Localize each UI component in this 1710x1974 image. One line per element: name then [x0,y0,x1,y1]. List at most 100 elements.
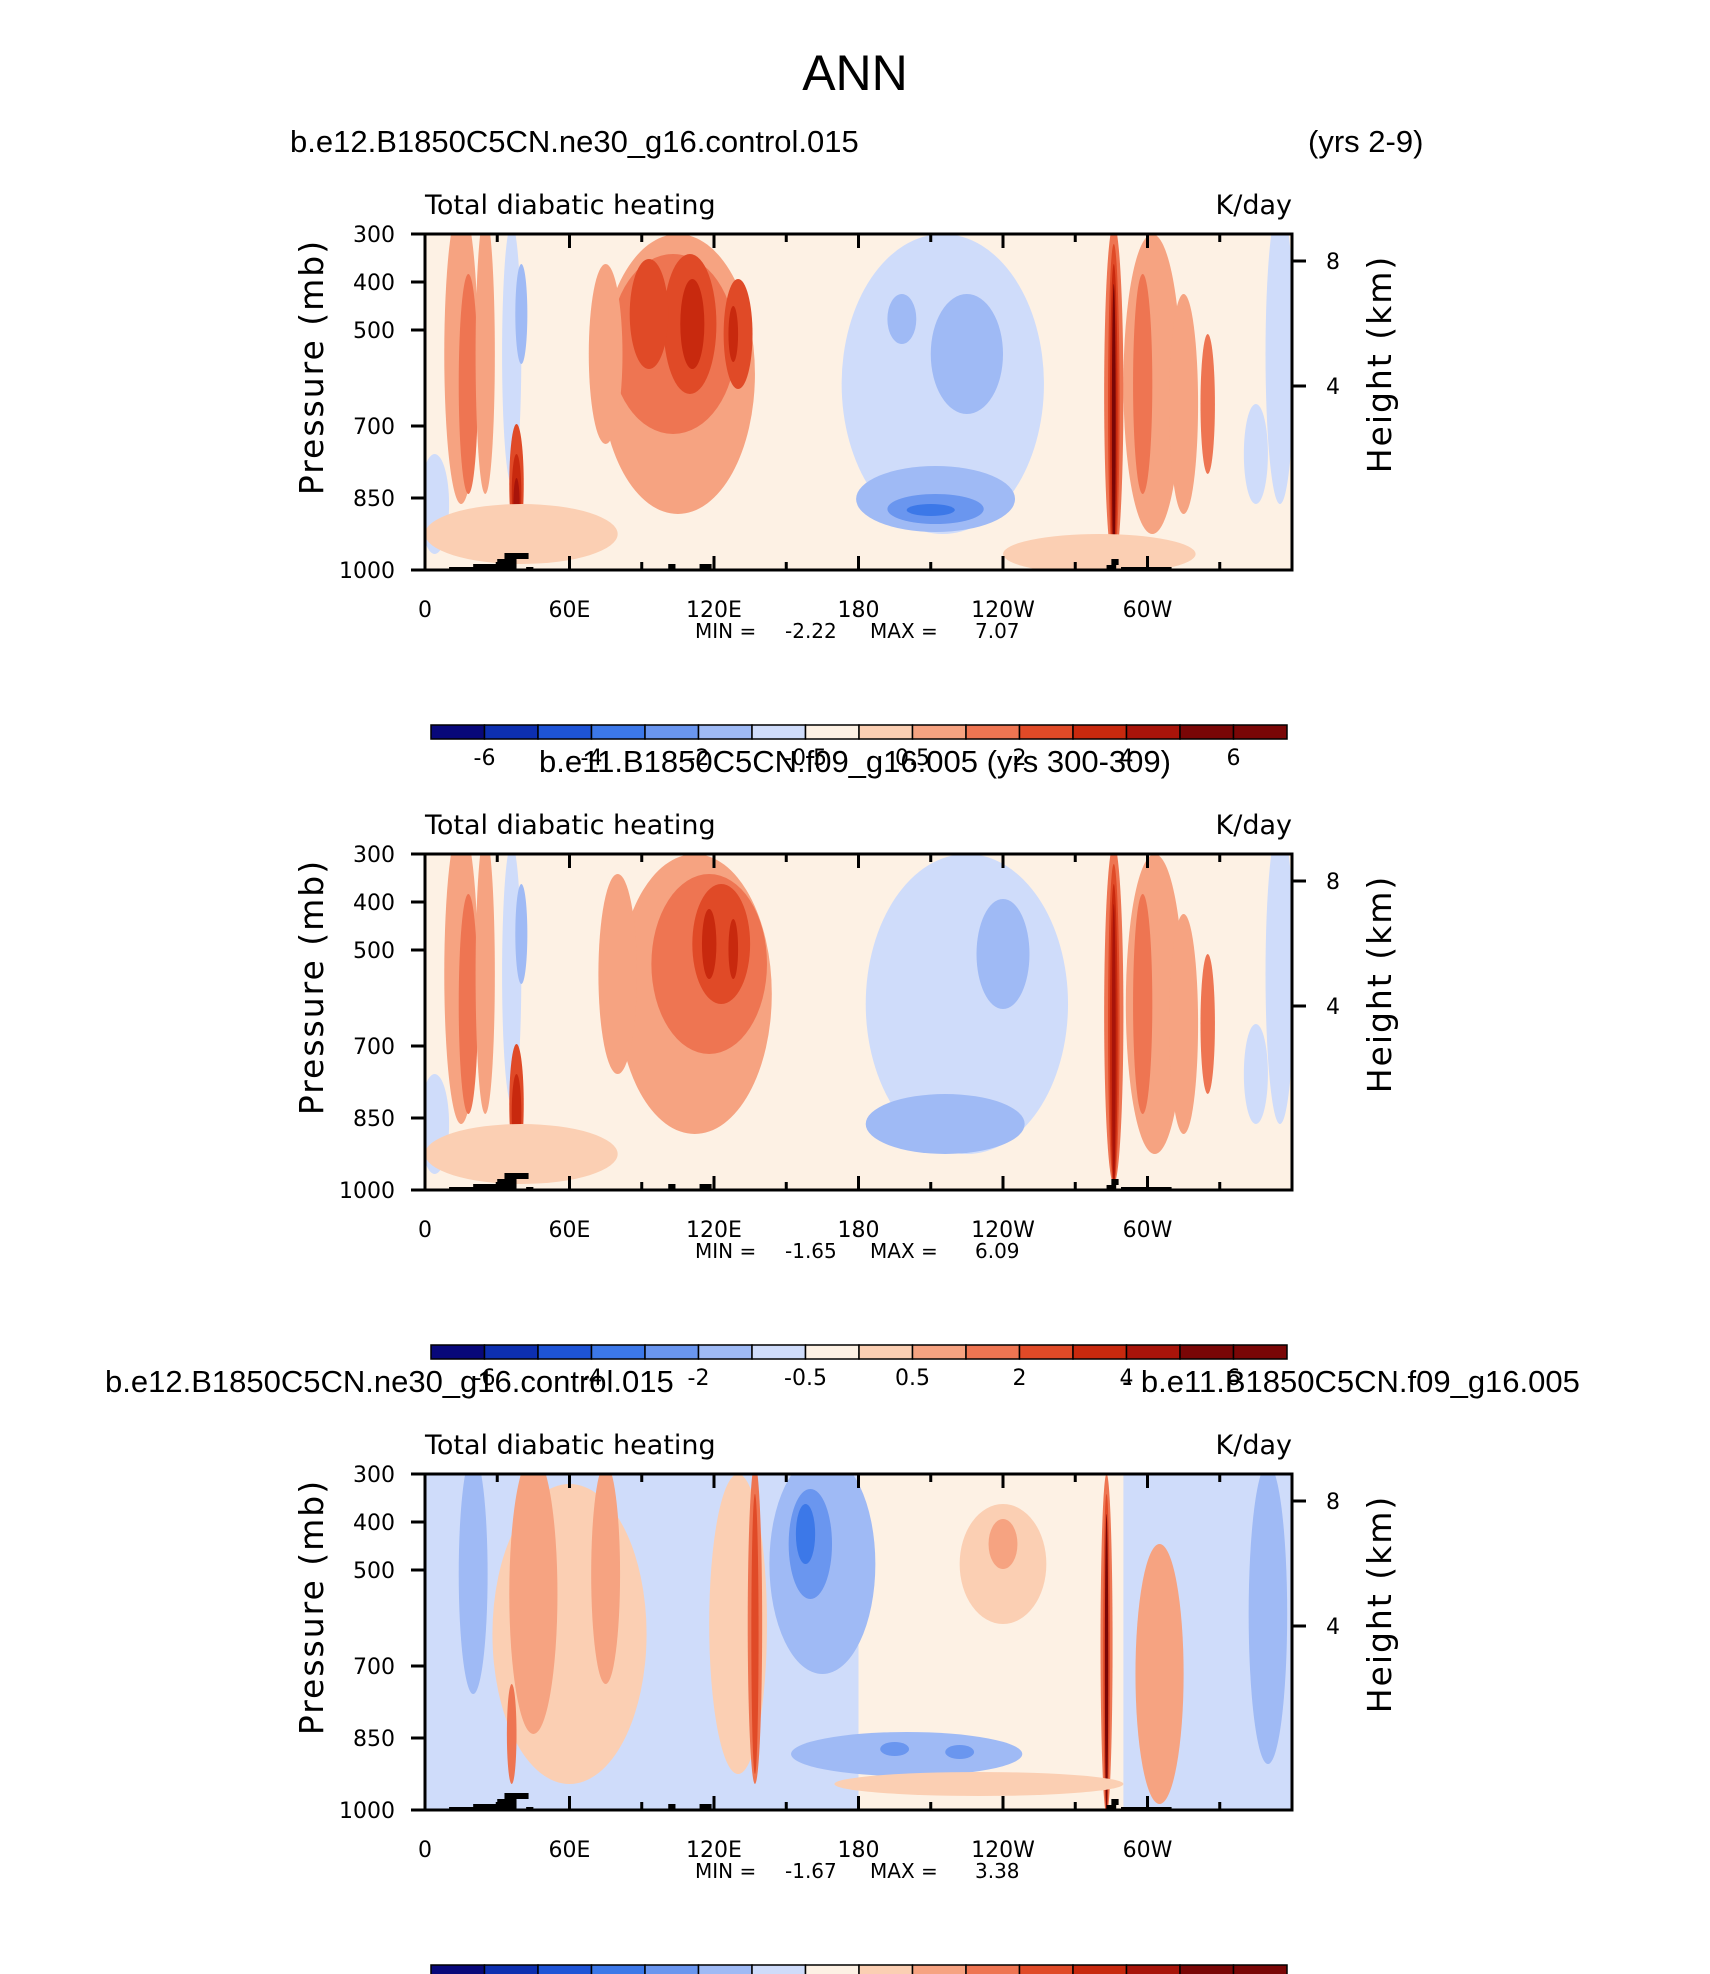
min-readout: -2.22 [785,619,837,643]
colorbar-label: 2 [1013,1366,1027,1391]
colorbar-label: -2 [688,746,710,771]
lon-tick-label: 180 [838,1218,880,1243]
colorbar-label: 2 [1013,746,1027,771]
contour-region [1133,894,1153,1114]
colorbar-swatch [858,1964,914,1974]
colorbar-label: 6 [1227,1366,1241,1391]
height-tick-label: 4 [1326,1615,1340,1640]
topography-mask [504,553,529,559]
pressure-tick-label: 500 [353,319,395,344]
colorbar-swatch [858,1344,914,1360]
colorbar-swatch [965,1344,1021,1360]
colorbar-swatch [911,724,967,740]
contour-region [692,884,751,1004]
contour-region [629,259,669,369]
topography-mask [1106,1185,1117,1190]
pressure-tick-label: 500 [353,1559,395,1584]
contour-region [945,1745,975,1759]
colorbar-swatch [590,1964,646,1974]
colorbar-label: -0.5 [784,746,827,771]
panel1-case-name: b.e12.B1850C5CN.ne30_g16.control.015 [290,124,859,159]
colorbar-swatch [430,1964,486,1974]
colorbar-swatch [644,724,700,740]
panel-2-chart: Total diabatic heating K/day 0 60E 120E 180 12… [292,810,1399,1391]
colorbar-swatch [1125,1964,1181,1974]
contour-region [680,279,705,369]
contour-region [591,1474,621,1684]
max-readout: 6.09 [975,1239,1020,1263]
max-readout: MAX = [870,1239,938,1263]
pressure-tick-label: 300 [353,223,395,248]
contour-region [458,274,478,494]
colorbar-label: 0.5 [895,1366,930,1391]
contour-region [1111,284,1116,564]
lon-tick-label: 180 [838,1838,880,1863]
contour-region [509,1474,558,1734]
colorbar-swatch [911,1964,967,1974]
contour-region [865,1094,1025,1154]
topography-mask [1111,1799,1119,1805]
min-readout: -1.67 [785,1859,837,1883]
min-readout: MIN = [695,1239,756,1263]
pressure-tick-label: 300 [353,843,395,868]
pressure-tick-label: 400 [353,891,395,916]
height-tick-label: 8 [1326,870,1340,895]
colorbar-swatch [965,1964,1021,1974]
lon-tick-label: 0 [418,598,432,623]
contour-region [1135,1544,1184,1804]
contour-region [834,1772,1124,1796]
contour-region [1243,404,1268,504]
contour-region [425,1124,618,1184]
panel3-case-name: b.e12.B1850C5CN.ne30_g16.control.015 [105,1364,674,1399]
contour-region [930,294,1003,414]
topography-mask [1106,565,1117,570]
lon-tick-label: 0 [418,1218,432,1243]
pressure-tick-label: 400 [353,1511,395,1536]
colorbar-swatch [1179,724,1235,740]
min-readout: MIN = [695,1859,756,1883]
pressure-tick-label: 400 [353,271,395,296]
pressure-axis-label: Pressure (mb) [292,239,331,495]
colorbar-swatch [537,1964,593,1974]
colorbar-swatch [590,1344,646,1360]
pressure-tick-label: 700 [353,1655,395,1680]
lon-tick-label: 120E [686,1218,742,1243]
colorbar-swatch [1018,1964,1074,1974]
colorbar-swatch [537,1344,593,1360]
colorbar-swatch [911,1344,967,1360]
contour-region [598,874,637,1074]
contour-region [795,1504,816,1564]
contour-region [1111,904,1116,1184]
contour-region [1265,854,1292,1124]
panel-subtitle: Total diabatic heating [424,190,716,221]
topography-mask [497,1179,517,1190]
colorbar-swatch [1072,1344,1128,1360]
topography-mask [1111,559,1119,565]
topography-mask [1106,1805,1117,1810]
colorbar-swatch [1125,1344,1181,1360]
min-readout: -1.65 [785,1239,837,1263]
pressure-tick-label: 300 [353,1463,395,1488]
lon-tick-label: 60W [1123,1838,1173,1863]
contour-region [976,899,1030,1009]
contour-region [791,1732,1023,1776]
panel1-years: (yrs 2-9) [1308,124,1424,159]
colorbar-swatch [644,1344,700,1360]
pressure-tick-label: 1000 [339,1799,395,1824]
contour-region [1104,1514,1109,1810]
panel-subtitle: Total diabatic heating [424,1430,716,1461]
topography-mask [473,564,498,570]
height-tick-label: 4 [1326,375,1340,400]
lon-tick-label: 60W [1123,598,1173,623]
colorbar-label: -0.5 [784,1366,827,1391]
colorbar-swatch [697,1344,753,1360]
contour-region [506,1684,517,1784]
colorbar-label: -4 [581,746,603,771]
pressure-tick-label: 700 [353,415,395,440]
topography-mask [473,1184,498,1190]
max-readout: MAX = [870,619,938,643]
panel-subtitle: Total diabatic heating [424,810,716,841]
topography-mask [504,1793,529,1799]
topography-mask [668,1184,676,1190]
contour-region [728,306,739,362]
